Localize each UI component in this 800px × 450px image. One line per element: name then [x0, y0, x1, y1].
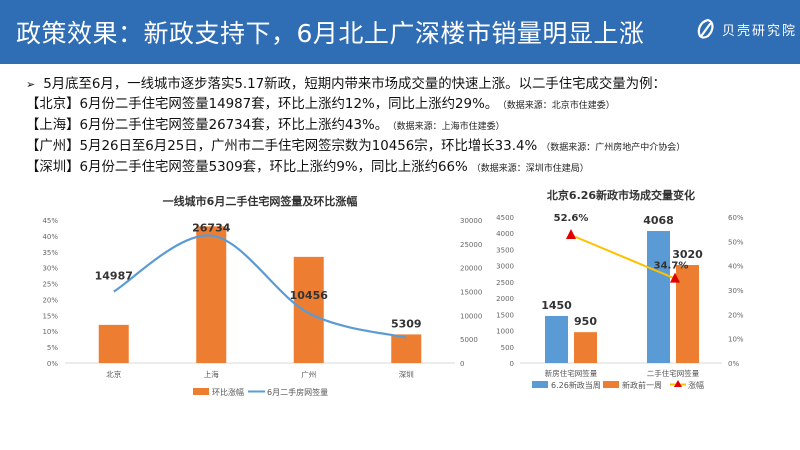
legend-swatch-bar: [193, 388, 209, 395]
city-line-beijing: 【北京】6月份二手住宅网签量14987套，环比上涨约12%，同比上涨约29%。（…: [26, 95, 685, 116]
legend-label: 环比涨幅: [212, 387, 244, 397]
x-tick-label: 二手住宅网签量: [647, 368, 700, 378]
chart-title: 一线城市6月二手住宅网签量及环比涨幅: [163, 194, 358, 208]
data-label: 10456: [290, 289, 329, 302]
data-label: 26734: [192, 222, 231, 235]
city-line-shanghai: 【上海】6月份二手住宅网签量26734套，环比上涨约43%。 （数据来源：上海市住…: [26, 116, 685, 137]
data-label: 52.6%: [554, 213, 589, 224]
y-left-tick: 5%: [47, 344, 58, 352]
chart-title: 北京6.26新政市场成交量变化: [547, 188, 695, 202]
y-right-tick: 20%: [728, 311, 744, 319]
city-line-shenzhen: 【深圳】6月份二手住宅网签量5309套，环比上涨约9%，同比上涨约66% （数据来…: [26, 158, 685, 179]
data-label: 3020: [672, 248, 703, 261]
shell-logo-icon: [697, 18, 714, 39]
y-right-tick: 10%: [728, 336, 744, 344]
y-left-tick: 3000: [496, 263, 514, 271]
city-text: 【北京】6月份二手住宅网签量14987套，环比上涨约12%，同比上涨约29%。: [26, 97, 499, 112]
summary-text: ➢ 5月底至6月，一线城市逐步落实5.17新政，短期内带来市场成交量的快速上涨。以…: [26, 75, 685, 179]
x-tick-label: 深圳: [399, 369, 414, 379]
data-label: 4068: [643, 214, 674, 227]
y-right-tick: 30%: [728, 287, 744, 295]
city-text: 【深圳】6月份二手住宅网签量5309套，环比上涨约9%，同比上涨约66%: [26, 160, 468, 175]
source-note: （数据来源：北京市住建委）: [502, 101, 615, 111]
bar: [391, 334, 422, 363]
data-label: 1450: [541, 299, 572, 312]
y-right-tick: 30000: [460, 217, 482, 225]
y-left-tick: 30%: [42, 265, 58, 273]
triangle-marker: [566, 229, 576, 240]
data-label: 950: [574, 315, 597, 328]
triangle-marker: [670, 272, 680, 283]
source-note: （数据来源：深圳市住建局）: [471, 164, 589, 174]
y-right-tick: 50%: [728, 238, 744, 246]
legend-label: 6.26新政当周: [551, 380, 601, 390]
y-right-tick: 0: [460, 360, 464, 368]
y-left-tick: 0%: [47, 360, 58, 368]
y-left-tick: 10%: [42, 328, 58, 336]
x-tick-label: 广州: [301, 369, 316, 379]
y-right-tick: 10000: [460, 312, 482, 320]
y-right-tick: 15000: [460, 289, 482, 297]
bar: [676, 265, 699, 363]
legend-swatch-blue: [532, 381, 548, 388]
x-tick-label: 新房住宅网签量: [545, 368, 598, 378]
bar: [647, 231, 670, 363]
bar: [293, 256, 324, 363]
bar: [196, 226, 227, 363]
y-left-tick: 45%: [42, 217, 58, 225]
bar: [574, 332, 597, 363]
data-label: 34.7%: [654, 261, 689, 272]
bullet-arrow-icon: ➢: [26, 78, 36, 91]
logo: 贝壳研究院: [696, 18, 797, 40]
y-left-tick: 2000: [496, 295, 514, 303]
intro-text: 5月底至6月，一线城市逐步落实5.17新政，短期内带来市场成交量的快速上涨。以二…: [43, 77, 666, 92]
y-right-tick: 60%: [728, 214, 744, 222]
city-text: 【广州】5月26日至6月25日，广州市二手住宅网签宗数为10456宗，环比增长3…: [26, 139, 538, 154]
y-left-tick: 500: [501, 344, 514, 352]
y-left-tick: 4500: [496, 214, 514, 222]
source-note: （数据来源：广州房地产中介协会）: [541, 143, 686, 153]
y-right-tick: 40%: [728, 263, 744, 271]
intro-line: ➢ 5月底至6月，一线城市逐步落实5.17新政，短期内带来市场成交量的快速上涨。以…: [26, 75, 685, 95]
y-left-tick: 25%: [42, 281, 58, 289]
legend-triangle-icon: [674, 380, 682, 387]
y-left-tick: 0: [510, 360, 514, 368]
city-line-guangzhou: 【广州】5月26日至6月25日，广州市二手住宅网签宗数为10456宗，环比增长3…: [26, 137, 685, 158]
y-right-tick: 5000: [460, 336, 478, 344]
y-left-tick: 1000: [496, 328, 514, 336]
y-left-tick: 1500: [496, 311, 514, 319]
y-left-tick: 15%: [42, 312, 58, 320]
source-note: （数据来源：上海市住建委）: [392, 122, 505, 132]
y-left-tick: 2500: [496, 279, 514, 287]
y-left-tick: 40%: [42, 233, 58, 241]
x-tick-label: 北京: [106, 369, 121, 379]
line-series: [113, 234, 407, 339]
legend-swatch-orange: [603, 381, 619, 388]
legend-label: 新政前一周: [622, 380, 662, 390]
y-left-tick: 20%: [42, 296, 58, 304]
y-right-tick: 20000: [460, 265, 482, 273]
y-left-tick: 35%: [42, 249, 58, 257]
bar: [98, 324, 129, 363]
line-series: [570, 234, 676, 280]
legend-label: 6月二手房网签量: [267, 387, 328, 397]
header-banner: 政策效果：新政支持下，6月北上广深楼市销量明显上涨 贝壳研究院: [0, 0, 800, 64]
data-label: 14987: [95, 270, 133, 283]
logo-text: 贝壳研究院: [722, 23, 798, 39]
y-left-tick: 4000: [496, 230, 514, 238]
x-tick-label: 上海: [204, 369, 219, 379]
bar: [545, 315, 568, 363]
y-left-tick: 3500: [496, 246, 514, 254]
legend-label: 涨幅: [688, 380, 704, 390]
city-text: 【上海】6月份二手住宅网签量26734套，环比上涨约43%。: [26, 118, 389, 133]
y-right-tick: 0%: [728, 360, 739, 368]
data-label: 5309: [391, 318, 422, 331]
y-right-tick: 25000: [460, 241, 482, 249]
page-title: 政策效果：新政支持下，6月北上广深楼市销量明显上涨: [16, 19, 645, 48]
